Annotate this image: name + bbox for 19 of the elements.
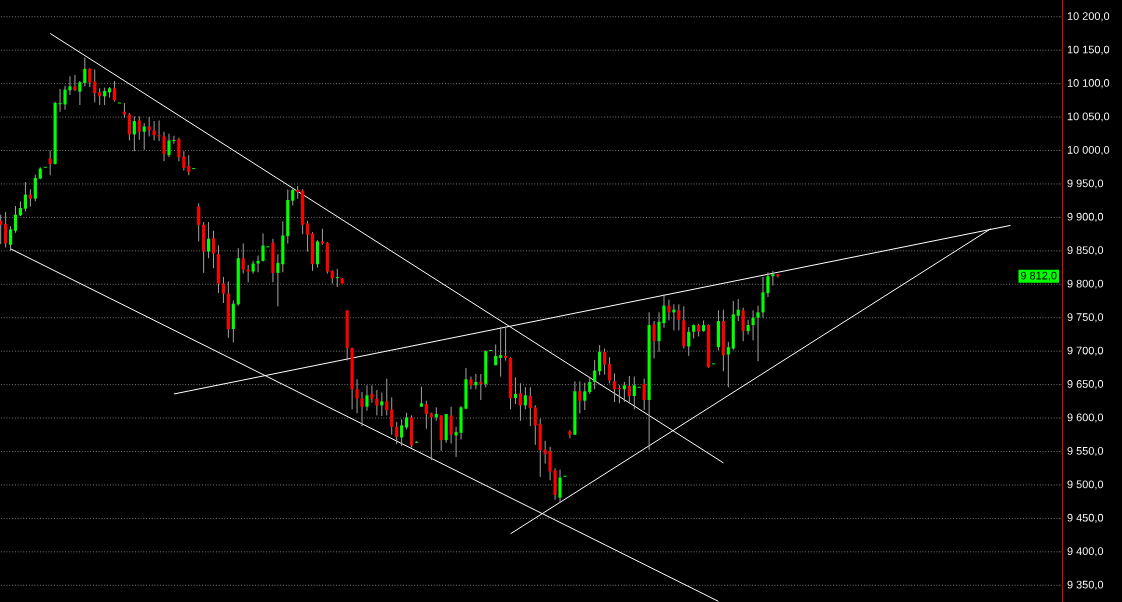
y-tick-label: 10 200,0 <box>1067 12 1110 22</box>
y-tick-label: 9 750,0 <box>1067 313 1104 323</box>
y-tick-label: 9 450,0 <box>1067 513 1104 523</box>
y-tick-label: 9 350,0 <box>1067 580 1104 590</box>
y-tick-label: 9 900,0 <box>1067 212 1104 222</box>
y-tick-label: 9 850,0 <box>1067 246 1104 256</box>
y-tick-label: 9 950,0 <box>1067 179 1104 189</box>
y-tick-label: 9 400,0 <box>1067 547 1104 557</box>
y-tick-label: 9 500,0 <box>1067 480 1104 490</box>
y-tick-label: 9 550,0 <box>1067 446 1104 457</box>
y-tick-label: 9 800,0 <box>1067 279 1104 289</box>
y-tick-label: 9 700,0 <box>1067 346 1104 356</box>
y-tick-label: 10 100,0 <box>1067 79 1110 89</box>
annotation: 9 812,0 <box>1020 271 1057 281</box>
y-tick-label: 9 600,0 <box>1067 413 1104 423</box>
y-tick-label: 9 650,0 <box>1067 380 1104 390</box>
y-tick-label: 10 000,0 <box>1067 145 1110 156</box>
y-tick-label: 10 150,0 <box>1067 45 1110 55</box>
y-tick-label: 10 050,0 <box>1067 112 1110 122</box>
